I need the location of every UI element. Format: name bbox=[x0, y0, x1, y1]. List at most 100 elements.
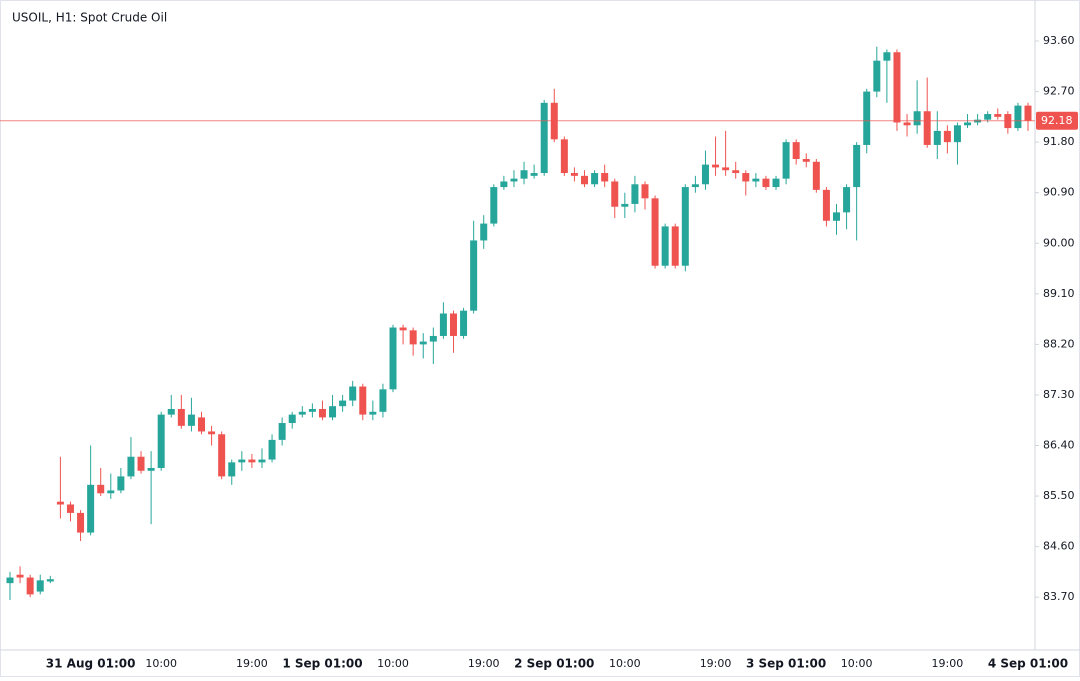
candle-body bbox=[611, 181, 619, 207]
candle-body bbox=[540, 102, 548, 174]
candle-body bbox=[218, 434, 226, 477]
candle-body bbox=[1014, 105, 1022, 129]
x-tick-label: 19:00 bbox=[468, 657, 500, 670]
candle-body bbox=[883, 52, 891, 61]
candle-body bbox=[500, 181, 508, 188]
candle-body bbox=[278, 423, 286, 440]
candle-body bbox=[490, 187, 498, 224]
y-tick-label: 92.70 bbox=[1043, 85, 1075, 98]
candle-body bbox=[359, 386, 367, 415]
candle-body bbox=[480, 223, 488, 241]
candle-body bbox=[258, 459, 266, 463]
candle-body bbox=[208, 431, 216, 435]
x-tick-label: 2 Sep 01:00 bbox=[514, 657, 594, 671]
y-tick-label: 85.50 bbox=[1043, 489, 1075, 502]
candle-body bbox=[137, 456, 145, 471]
candle-body bbox=[147, 467, 155, 471]
candle-body bbox=[812, 161, 820, 190]
candle-body bbox=[651, 198, 659, 266]
candle-body bbox=[46, 579, 54, 582]
x-tick-label: 10:00 bbox=[609, 657, 641, 670]
candle-body bbox=[762, 178, 770, 188]
candle-body bbox=[36, 580, 44, 592]
candle-body bbox=[873, 60, 881, 92]
candle-body bbox=[863, 91, 871, 145]
candle-body bbox=[429, 335, 437, 342]
candle-body bbox=[964, 122, 972, 126]
y-tick-label: 84.60 bbox=[1043, 540, 1075, 553]
candle-body bbox=[631, 184, 639, 204]
y-tick-label: 89.10 bbox=[1043, 287, 1075, 300]
candle-body bbox=[923, 111, 931, 145]
x-tick-label: 10:00 bbox=[145, 657, 177, 670]
price-label: 92.18 bbox=[1041, 114, 1073, 127]
candle-body bbox=[117, 476, 125, 491]
y-tick-label: 83.70 bbox=[1043, 590, 1075, 603]
candle-body bbox=[732, 170, 740, 174]
candle-body bbox=[953, 125, 961, 143]
x-tick-label: 4 Sep 01:00 bbox=[988, 657, 1068, 671]
candle-body bbox=[238, 459, 246, 463]
candle-body bbox=[984, 114, 992, 120]
candle-body bbox=[157, 414, 165, 468]
candle-body bbox=[661, 226, 669, 266]
x-tick-label: 19:00 bbox=[700, 657, 732, 670]
candle-body bbox=[198, 417, 206, 432]
candle-body bbox=[530, 173, 538, 176]
candle-body bbox=[187, 414, 195, 426]
candle-body bbox=[903, 122, 911, 126]
candle-body bbox=[843, 187, 851, 213]
candle-body bbox=[127, 456, 135, 477]
candle-body bbox=[167, 408, 175, 415]
candle-body bbox=[1024, 105, 1032, 121]
candle-body bbox=[268, 439, 276, 460]
candle-body bbox=[26, 577, 34, 595]
candle-body bbox=[691, 184, 699, 188]
y-tick-label: 87.30 bbox=[1043, 388, 1075, 401]
x-tick-label: 10:00 bbox=[841, 657, 873, 670]
candle-body bbox=[570, 173, 578, 176]
candle-body bbox=[853, 144, 861, 188]
candle-body bbox=[97, 484, 105, 494]
candle-body bbox=[470, 240, 478, 311]
candle-body bbox=[177, 408, 185, 426]
candle-body bbox=[339, 400, 347, 407]
candle-body bbox=[581, 175, 589, 185]
candle-body bbox=[298, 411, 306, 415]
y-tick-label: 86.40 bbox=[1043, 439, 1075, 452]
candle-body bbox=[782, 142, 790, 179]
candle-body bbox=[792, 142, 800, 159]
candle-body bbox=[248, 459, 256, 463]
candle-body bbox=[893, 52, 901, 123]
candle-body bbox=[722, 167, 730, 171]
candle-body bbox=[87, 484, 95, 533]
price-label-box bbox=[1036, 111, 1078, 130]
candle-body bbox=[369, 411, 377, 415]
candle-body bbox=[621, 203, 629, 207]
x-tick-label: 1 Sep 01:00 bbox=[282, 657, 362, 671]
candle-body bbox=[752, 178, 760, 182]
candle-body bbox=[520, 170, 528, 179]
candle-body bbox=[641, 184, 649, 199]
candle-body bbox=[329, 406, 337, 418]
y-tick-label: 91.80 bbox=[1043, 135, 1075, 148]
candle-body bbox=[379, 389, 387, 412]
candle-body bbox=[389, 327, 397, 390]
chart-title: USOIL, H1: Spot Crude Oil bbox=[12, 11, 167, 25]
candle-body bbox=[772, 178, 780, 188]
candle-body bbox=[510, 178, 518, 182]
candle-body bbox=[66, 504, 74, 513]
x-tick-label: 19:00 bbox=[236, 657, 268, 670]
candle-body bbox=[460, 310, 468, 336]
candle-body bbox=[943, 130, 951, 143]
candle-body bbox=[449, 313, 457, 336]
candle-body bbox=[318, 408, 326, 418]
candle-body bbox=[56, 501, 64, 505]
candle-body bbox=[802, 158, 810, 162]
candle-body bbox=[560, 139, 568, 174]
candle-body bbox=[994, 114, 1002, 117]
candle-body bbox=[822, 189, 830, 221]
